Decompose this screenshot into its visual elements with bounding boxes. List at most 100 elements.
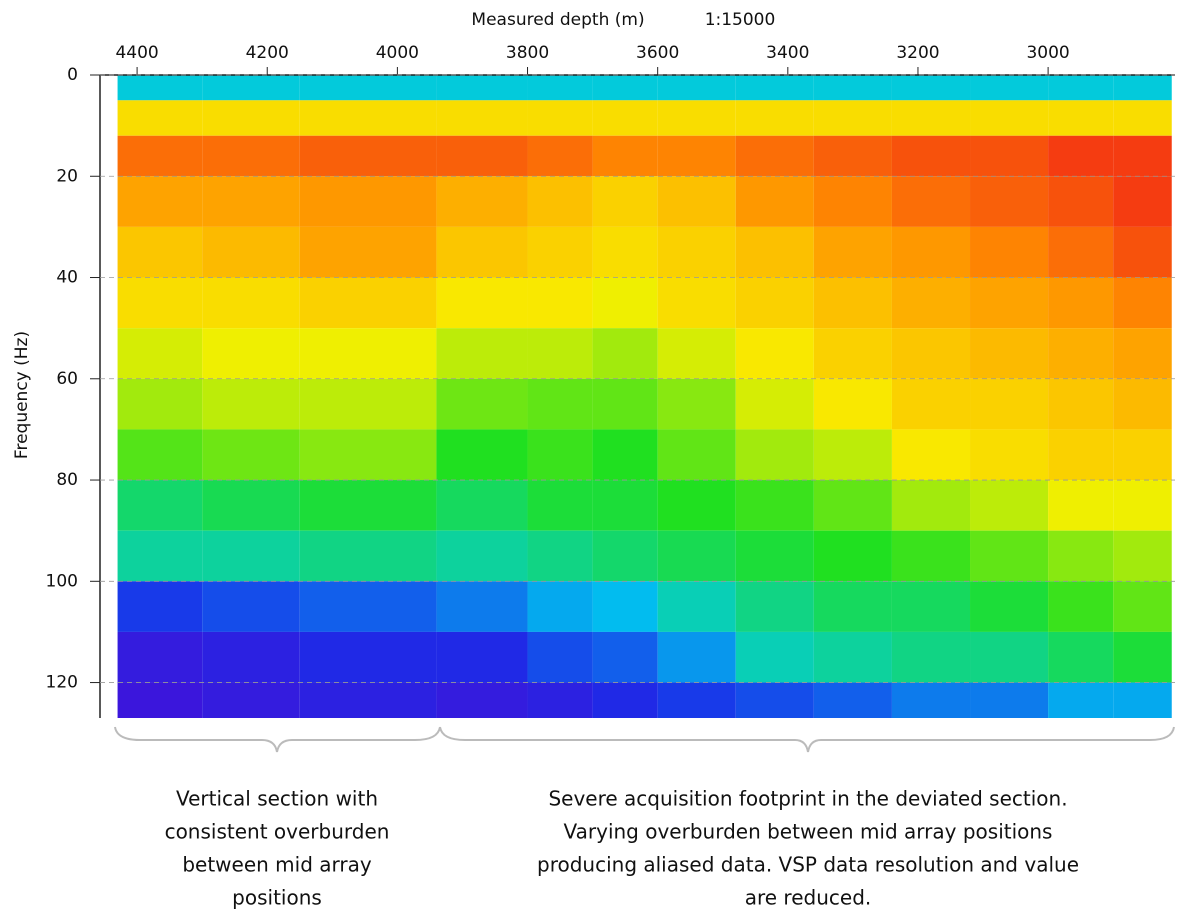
heatmap-cell	[592, 429, 658, 481]
heatmap-cell	[527, 100, 593, 136]
heatmap-cell	[657, 429, 736, 481]
heatmap-cell	[970, 176, 1049, 227]
heatmap-cell	[1048, 682, 1114, 718]
y-tick-label: 60	[56, 369, 78, 389]
heatmap-cell	[592, 682, 658, 718]
heatmap-cell	[891, 135, 971, 177]
heatmap-cell	[436, 176, 528, 227]
annotation-line: Vertical section with	[176, 787, 378, 811]
heatmap-cell	[657, 530, 736, 582]
heatmap-cell	[1048, 176, 1114, 227]
heatmap-cell	[813, 226, 892, 278]
heatmap-cell	[202, 631, 300, 683]
heatmap-cell	[202, 581, 300, 632]
heatmap-cell	[299, 682, 437, 718]
heatmap-cell	[202, 682, 300, 718]
heatmap-cell	[1113, 631, 1172, 683]
heatmap-cell	[891, 277, 971, 329]
heatmap-cell	[1048, 135, 1114, 177]
heatmap-cell	[592, 530, 658, 582]
heatmap-cell	[891, 631, 971, 683]
heatmap-cell	[657, 328, 736, 379]
heatmap-cell	[735, 328, 814, 379]
heatmap-cell	[436, 135, 528, 177]
heatmap-cell	[891, 480, 971, 531]
heatmap-cell	[891, 682, 971, 718]
heatmap-cell	[117, 75, 203, 101]
heatmap-cell	[735, 277, 814, 329]
heatmap-cell	[202, 277, 300, 329]
y-tick-label: 100	[46, 571, 78, 591]
heatmap-cell	[970, 75, 1049, 101]
heatmap-cell	[970, 682, 1049, 718]
x-tick-label: 4000	[376, 43, 419, 63]
x-tick-label: 3400	[766, 43, 809, 63]
x-tick-label: 4400	[115, 43, 158, 63]
heatmap-cell	[735, 378, 814, 430]
heatmap-cell	[735, 135, 814, 177]
heatmap-cell	[813, 581, 892, 632]
heatmap-cell	[299, 530, 437, 582]
x-tick-label: 4200	[246, 43, 289, 63]
heatmap-cell	[299, 176, 437, 227]
annotation-line: Severe acquisition footprint in the devi…	[548, 787, 1067, 811]
annotation-line: positions	[232, 886, 322, 910]
heatmap-cell	[970, 530, 1049, 582]
heatmap-cell	[436, 429, 528, 481]
heatmap	[117, 75, 1172, 718]
y-axis-label: Frequency (Hz)	[12, 331, 32, 459]
heatmap-cell	[657, 682, 736, 718]
heatmap-cell	[527, 429, 593, 481]
heatmap-cell	[117, 135, 203, 177]
heatmap-cell	[891, 100, 971, 136]
heatmap-cell	[1048, 328, 1114, 379]
heatmap-cell	[1113, 100, 1172, 136]
heatmap-cell	[891, 530, 971, 582]
heatmap-cell	[527, 277, 593, 329]
heatmap-cell	[527, 631, 593, 683]
heatmap-cell	[117, 480, 203, 531]
heatmap-cell	[117, 176, 203, 227]
heatmap-cell	[1113, 277, 1172, 329]
heatmap-cell	[592, 277, 658, 329]
heatmap-cell	[202, 226, 300, 278]
heatmap-cell	[117, 682, 203, 718]
heatmap-cell	[1048, 75, 1114, 101]
heatmap-cell	[657, 135, 736, 177]
heatmap-cell	[1113, 480, 1172, 531]
heatmap-cell	[592, 75, 658, 101]
x-axis-label: Measured depth (m)	[471, 10, 644, 30]
heatmap-cell	[299, 429, 437, 481]
heatmap-cell	[299, 226, 437, 278]
y-tick-label: 120	[46, 673, 78, 693]
heatmap-cell	[202, 75, 300, 101]
heatmap-cell	[117, 429, 203, 481]
heatmap-cell	[436, 530, 528, 582]
heatmap-cell	[527, 328, 593, 379]
annotation-line: producing aliased data. VSP data resolut…	[537, 853, 1079, 877]
heatmap-cell	[813, 682, 892, 718]
heatmap-cell	[527, 581, 593, 632]
heatmap-cell	[1048, 226, 1114, 278]
scale-label: 1:15000	[705, 10, 776, 30]
heatmap-cell	[436, 581, 528, 632]
heatmap-cell	[117, 530, 203, 582]
heatmap-cell	[970, 631, 1049, 683]
heatmap-cell	[1048, 631, 1114, 683]
heatmap-cell	[202, 135, 300, 177]
heatmap-cell	[592, 581, 658, 632]
heatmap-cell	[299, 328, 437, 379]
heatmap-cell	[299, 378, 437, 430]
x-tick-label: 3000	[1026, 43, 1069, 63]
heatmap-cell	[299, 75, 437, 101]
heatmap-cell	[970, 581, 1049, 632]
heatmap-cell	[813, 135, 892, 177]
heatmap-cell	[202, 429, 300, 481]
heatmap-cell	[527, 530, 593, 582]
annotation-line: between mid array	[182, 853, 372, 877]
heatmap-cell	[1113, 328, 1172, 379]
heatmap-cell	[657, 480, 736, 531]
heatmap-cell	[657, 176, 736, 227]
heatmap-cell	[527, 176, 593, 227]
heatmap-cell	[592, 480, 658, 531]
